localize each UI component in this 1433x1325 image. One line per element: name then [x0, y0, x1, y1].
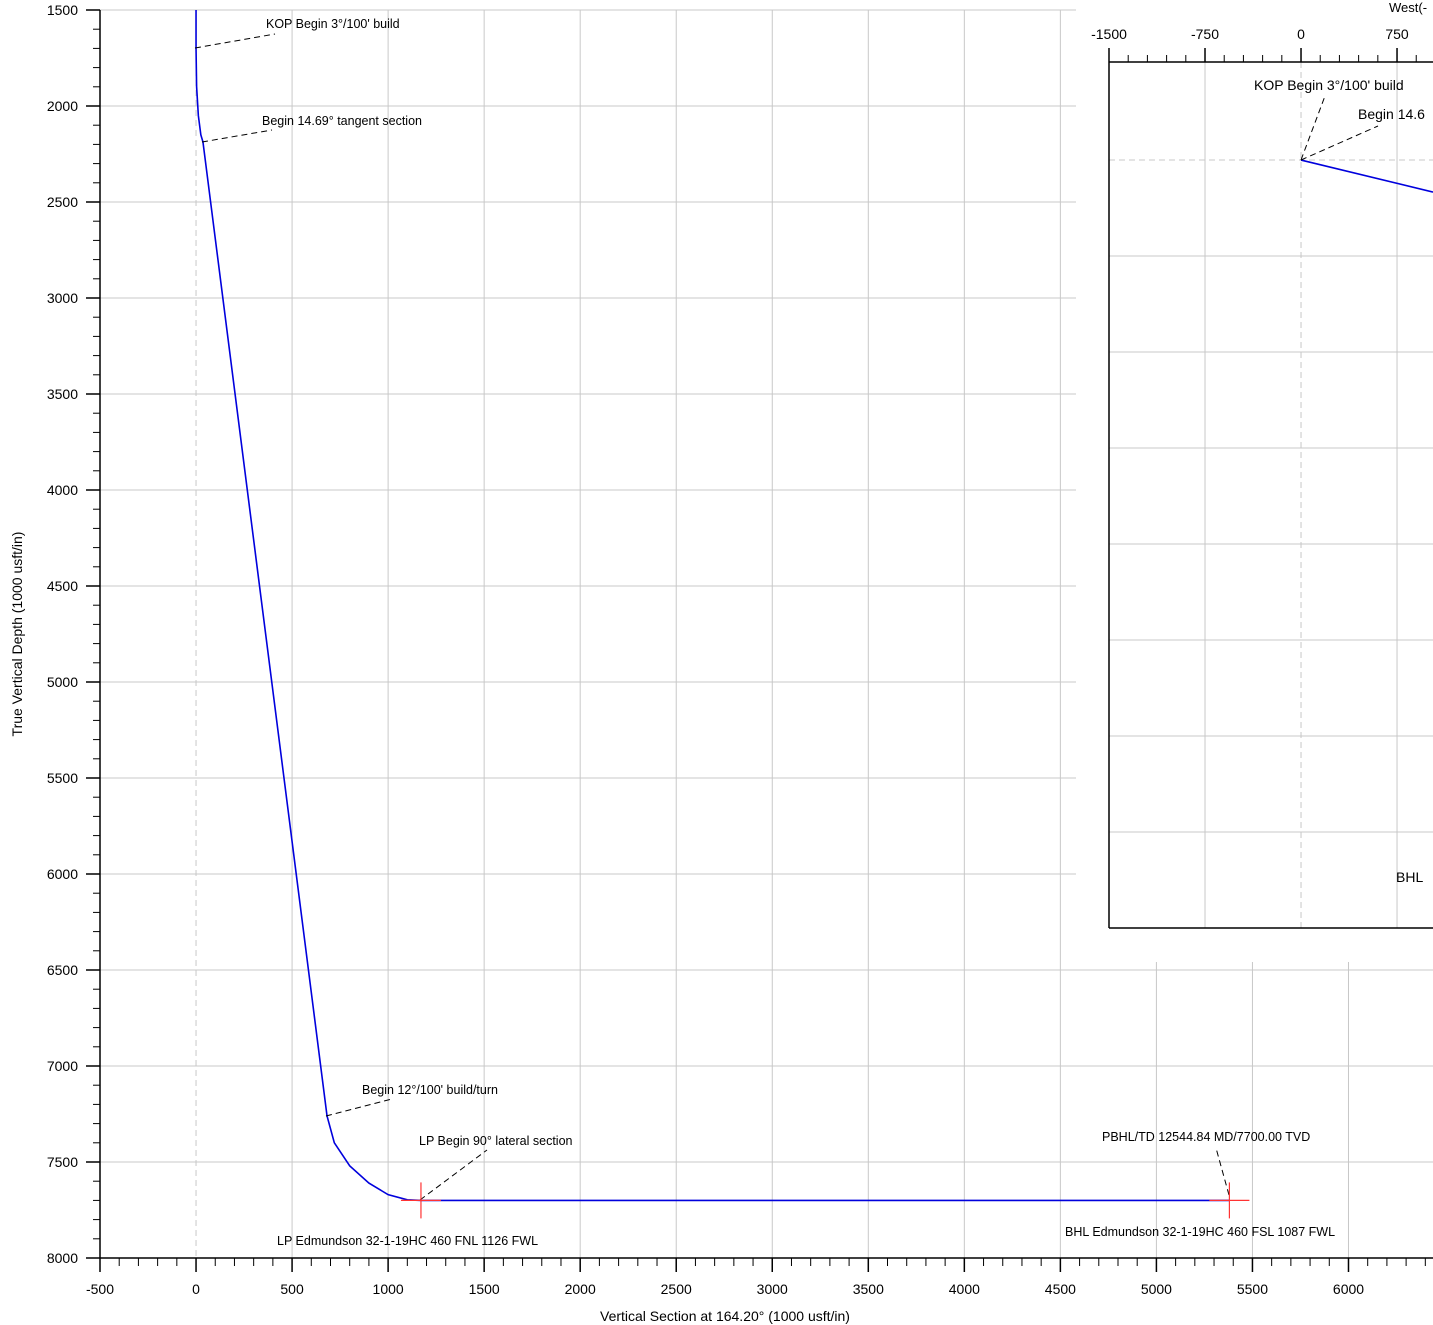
y-tick-label: 7000 [47, 1058, 78, 1074]
x-tick-label: 5500 [1237, 1281, 1268, 1297]
annotation-leader [1215, 1147, 1230, 1196]
y-tick-label: 6500 [47, 962, 78, 978]
annotation-leader [325, 1098, 393, 1117]
inset-background [1076, 0, 1433, 962]
annotation-leader [1300, 125, 1379, 161]
annotation: LP Begin 90° lateral section [419, 1134, 573, 1148]
y-tick-label: 3000 [47, 290, 78, 306]
y-tick-label: 2500 [47, 194, 78, 210]
plan-path [1300, 159, 1433, 193]
inset-x-tick-label: -750 [1191, 26, 1219, 42]
x-tick-label: 3500 [853, 1281, 884, 1297]
x-axis-label: Vertical Section at 164.20° (1000 usft/i… [600, 1308, 850, 1324]
y-tick-label: 2000 [47, 98, 78, 114]
inset-x-tick-label: -1500 [1091, 26, 1127, 42]
inset-x-tick-label: 0 [1297, 26, 1305, 42]
x-tick-label: 1500 [469, 1281, 500, 1297]
annotation-leader [1300, 95, 1326, 161]
x-tick-label: 6000 [1333, 1281, 1364, 1297]
x-tick-label: 2500 [661, 1281, 692, 1297]
annotation-leader [201, 129, 273, 143]
inset-x-axis-label: West(- [1389, 0, 1427, 15]
well-path [195, 10, 1230, 1202]
x-tick-label: 500 [280, 1281, 304, 1297]
y-axis-label: True Vertical Depth (1000 usft/in) [9, 532, 25, 737]
y-tick-label: 8000 [47, 1250, 78, 1266]
y-tick-label: 1500 [47, 2, 78, 18]
inset-x-tick-label: 750 [1385, 26, 1409, 42]
annotation: KOP Begin 3°/100' build [266, 17, 400, 31]
x-tick-label: 3000 [757, 1281, 788, 1297]
annotation-leader [194, 33, 276, 49]
annotation: PBHL/TD 12544.84 MD/7700.00 TVD [1102, 1130, 1310, 1144]
y-tick-label: 4000 [47, 482, 78, 498]
y-tick-label: 7500 [47, 1154, 78, 1170]
x-tick-label: 2000 [565, 1281, 596, 1297]
target-label: BHL Edmundson 32-1-19HC 460 FSL 1087 FWL [1065, 1225, 1335, 1239]
annotation: Begin 14.69° tangent section [262, 114, 422, 128]
y-tick-label: 5500 [47, 770, 78, 786]
y-tick-label: 4500 [47, 578, 78, 594]
x-tick-label: 4500 [1045, 1281, 1076, 1297]
annotation-leader [419, 1149, 488, 1201]
x-tick-label: 5000 [1141, 1281, 1172, 1297]
x-tick-label: 1000 [373, 1281, 404, 1297]
x-tick-label: 4000 [949, 1281, 980, 1297]
annotation: Begin 14.6 [1358, 106, 1425, 122]
target-label: LP Edmundson 32-1-19HC 460 FNL 1126 FWL [277, 1234, 538, 1248]
x-tick-label: 0 [192, 1281, 200, 1297]
annotation: BHL [1396, 869, 1423, 885]
y-tick-label: 6000 [47, 866, 78, 882]
y-tick-label: 3500 [47, 386, 78, 402]
annotation: Begin 12°/100' build/turn [362, 1083, 498, 1097]
annotation: KOP Begin 3°/100' build [1254, 77, 1404, 93]
x-tick-label: -500 [86, 1281, 114, 1297]
y-tick-label: 5000 [47, 674, 78, 690]
